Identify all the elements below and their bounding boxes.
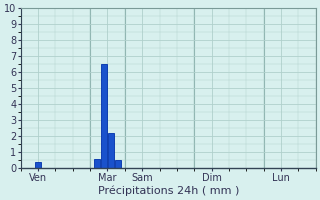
Bar — [94, 159, 100, 168]
Bar — [108, 133, 114, 168]
Bar — [35, 162, 41, 168]
Bar — [115, 160, 121, 168]
Bar — [101, 64, 107, 168]
X-axis label: Précipitations 24h ( mm ): Précipitations 24h ( mm ) — [98, 185, 239, 196]
